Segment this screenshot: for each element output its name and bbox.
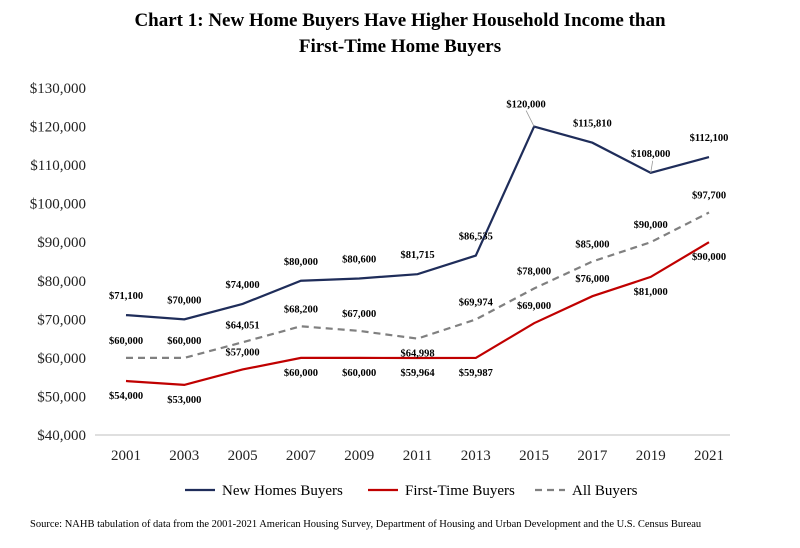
y-tick-label: $120,000 (30, 120, 86, 136)
data-label: $112,100 (690, 133, 729, 144)
leader-line (650, 160, 654, 173)
data-label: $64,998 (400, 349, 434, 360)
data-label: $59,987 (459, 368, 493, 379)
data-label: $81,715 (400, 250, 434, 261)
data-label: $53,000 (167, 395, 201, 406)
data-label: $74,000 (226, 280, 260, 291)
data-label: $90,000 (692, 252, 726, 263)
source-note: Source: NAHB tabulation of data from the… (30, 519, 702, 530)
data-label: $80,000 (284, 257, 318, 268)
x-tick-label: 2011 (403, 448, 432, 464)
data-label: $60,000 (167, 336, 201, 347)
data-label: $54,000 (109, 391, 143, 402)
x-tick-label: 2021 (694, 448, 724, 464)
data-label: $115,810 (573, 119, 612, 130)
x-tick-label: 2001 (111, 448, 141, 464)
y-tick-label: $110,000 (30, 158, 86, 174)
data-label: $120,000 (506, 100, 545, 111)
data-label: $108,000 (631, 149, 670, 160)
legend-label: All Buyers (572, 483, 638, 499)
data-label: $78,000 (517, 266, 551, 277)
series-line-1 (125, 241, 710, 386)
data-label: $86,535 (459, 232, 493, 243)
data-label: $81,000 (634, 287, 668, 298)
data-label: $76,000 (575, 274, 609, 285)
data-label: $60,000 (342, 368, 376, 379)
chart-title: Chart 1: New Home Buyers Have Higher Hou… (0, 8, 800, 60)
data-label: $80,600 (342, 254, 376, 265)
data-label: $70,000 (167, 295, 201, 306)
data-label: $69,974 (459, 297, 494, 308)
y-tick-label: $50,000 (37, 389, 86, 405)
x-tick-label: 2003 (169, 448, 199, 464)
y-tick-label: $90,000 (37, 235, 86, 251)
y-tick-label: $60,000 (37, 351, 86, 367)
x-tick-label: 2019 (636, 448, 666, 464)
series-line-2 (126, 211, 710, 359)
x-tick-label: 2013 (461, 448, 491, 464)
data-label: $57,000 (226, 347, 260, 358)
data-label: $97,700 (692, 191, 726, 202)
y-tick-label: $100,000 (30, 197, 86, 213)
x-tick-label: 2005 (228, 448, 258, 464)
data-label: $64,051 (226, 320, 260, 331)
chart-title-line1: Chart 1: New Home Buyers Have Higher Hou… (134, 10, 666, 31)
data-label: $60,000 (284, 368, 318, 379)
data-label: $85,000 (575, 240, 609, 251)
chart-title-line2: First-Time Home Buyers (298, 36, 502, 57)
x-tick-label: 2017 (577, 448, 608, 464)
y-tick-label: $40,000 (37, 428, 86, 444)
y-tick-label: $130,000 (30, 81, 86, 97)
legend-label: New Homes Buyers (222, 483, 343, 499)
x-tick-label: 2007 (286, 448, 317, 464)
data-label: $68,200 (284, 304, 318, 315)
leader-line (525, 110, 535, 127)
data-label: $69,000 (517, 301, 551, 312)
legend-label: First-Time Buyers (405, 483, 515, 499)
x-tick-label: 2009 (344, 448, 374, 464)
data-label: $71,100 (109, 291, 143, 302)
data-label: $67,000 (342, 309, 376, 320)
data-label: $60,000 (109, 336, 143, 347)
data-label: $90,000 (634, 220, 668, 231)
series-line-0 (125, 125, 710, 321)
data-label: $59,964 (400, 368, 435, 379)
x-tick-label: 2015 (519, 448, 549, 464)
y-tick-label: $70,000 (37, 312, 86, 328)
y-tick-label: $80,000 (37, 274, 86, 290)
